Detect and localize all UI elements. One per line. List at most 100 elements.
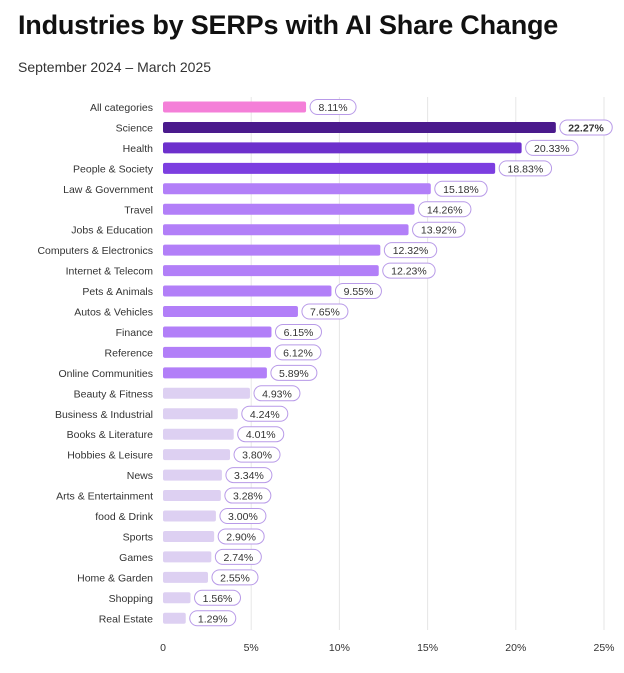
- category-label: Internet & Telecom: [66, 266, 154, 278]
- value-label-pill: [194, 589, 242, 606]
- category-label: News: [127, 470, 153, 482]
- value-label-pill: [217, 528, 265, 545]
- category-label: food & Drink: [95, 511, 154, 523]
- value-label-pill: [412, 221, 466, 238]
- category-label: Computers & Electronics: [37, 245, 153, 257]
- bar: [163, 203, 415, 215]
- value-label: 20.33%: [534, 143, 570, 155]
- value-label-pill: [418, 201, 472, 218]
- value-label-pill: [219, 508, 267, 524]
- value-label: 6.12%: [283, 347, 313, 359]
- value-label: 7.65%: [310, 307, 340, 319]
- value-label-pill: [382, 262, 436, 279]
- category-label: Games: [119, 552, 153, 564]
- value-label-pill: [253, 385, 301, 402]
- category-label: Pets & Animals: [82, 286, 153, 298]
- category-label: Sports: [123, 531, 153, 543]
- value-label-pill: [241, 405, 289, 422]
- bar: [163, 265, 379, 277]
- bar: [163, 346, 271, 358]
- category-label: Autos & Vehicles: [74, 307, 153, 319]
- bar: [163, 101, 307, 113]
- value-label: 1.56%: [203, 593, 233, 605]
- category-label: Reference: [105, 347, 154, 359]
- category-label: Business & Industrial: [55, 409, 153, 421]
- bar: [163, 612, 186, 624]
- bar: [163, 142, 522, 154]
- value-label: 2.74%: [223, 552, 253, 564]
- value-label-pill: [225, 467, 273, 484]
- bar: [163, 428, 234, 440]
- value-label: 15.18%: [443, 184, 479, 196]
- value-label-pill: [274, 344, 322, 361]
- category-label: Arts & Entertainment: [56, 491, 153, 503]
- value-label: 4.24%: [250, 409, 280, 421]
- value-label: 9.55%: [344, 286, 374, 298]
- x-tick-label: 15%: [417, 642, 438, 654]
- x-tick-label: 5%: [244, 642, 259, 654]
- value-label-pill: [383, 242, 438, 259]
- value-label-pill: [211, 569, 259, 586]
- category-label: People & Society: [73, 163, 154, 175]
- category-label: Beauty & Fitness: [74, 388, 153, 400]
- category-label: Health: [123, 143, 154, 155]
- x-tick-label: 25%: [593, 642, 614, 654]
- value-label: 3.34%: [234, 470, 264, 482]
- value-label-pill: [525, 139, 579, 156]
- value-label: 5.89%: [279, 368, 309, 380]
- bar: [163, 490, 221, 502]
- value-label: 4.01%: [246, 429, 276, 441]
- value-label: 2.90%: [226, 531, 256, 543]
- x-tick-label: 0: [160, 642, 166, 654]
- value-label-pill: [498, 160, 553, 177]
- bar: [163, 162, 496, 174]
- category-label: Shopping: [109, 593, 154, 605]
- value-label: 12.32%: [393, 245, 429, 257]
- bar: [163, 510, 216, 522]
- bar: [163, 244, 381, 256]
- bar: [163, 306, 298, 317]
- bar: [163, 530, 215, 542]
- category-label: Real Estate: [99, 613, 153, 625]
- value-label: 12.23%: [391, 266, 427, 278]
- value-label: 13.92%: [421, 225, 457, 237]
- category-label: Finance: [116, 327, 154, 339]
- x-tick-label: 10%: [329, 642, 350, 654]
- value-label: 3.28%: [233, 491, 263, 503]
- bar: [163, 367, 267, 379]
- value-label-pill: [224, 487, 272, 504]
- bar: [163, 408, 238, 420]
- value-label: 18.83%: [508, 163, 544, 175]
- value-label: 4.93%: [262, 388, 292, 400]
- value-label-pill: [189, 610, 237, 627]
- value-label: 3.80%: [242, 450, 272, 462]
- bar: [163, 183, 431, 195]
- bar: [163, 121, 556, 133]
- bar: [163, 285, 332, 297]
- value-label-pill: [214, 548, 262, 565]
- value-label-pill: [237, 426, 285, 443]
- bar: [163, 571, 208, 583]
- bar: [163, 592, 191, 604]
- value-label: 14.26%: [427, 204, 463, 216]
- value-label-pill: [309, 99, 357, 115]
- value-label: 2.55%: [220, 572, 250, 584]
- category-label: Online Communities: [58, 368, 153, 380]
- category-label: Home & Garden: [77, 572, 153, 584]
- bar: [163, 387, 250, 399]
- category-label: Science: [116, 122, 154, 134]
- value-label: 1.29%: [198, 613, 228, 625]
- value-label-pill: [233, 446, 281, 463]
- bar: [163, 551, 212, 563]
- bar: [163, 326, 272, 338]
- value-label: 22.27%: [568, 122, 604, 134]
- bar: [163, 449, 231, 461]
- category-label: Jobs & Education: [71, 225, 153, 237]
- value-label-pill: [559, 119, 613, 136]
- value-label-pill: [274, 323, 322, 340]
- bar: [163, 224, 409, 236]
- category-label: Travel: [124, 204, 153, 216]
- value-label-pill: [434, 180, 488, 197]
- x-tick-label: 20%: [505, 642, 526, 654]
